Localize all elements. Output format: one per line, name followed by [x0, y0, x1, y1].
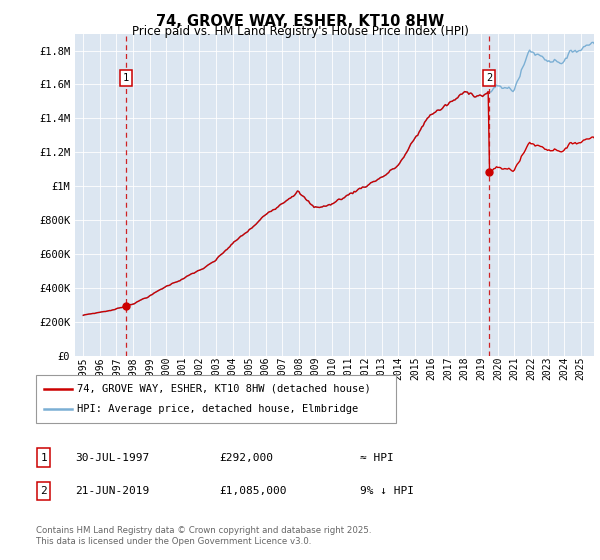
Text: Contains HM Land Registry data © Crown copyright and database right 2025.
This d: Contains HM Land Registry data © Crown c… — [36, 526, 371, 546]
Text: 74, GROVE WAY, ESHER, KT10 8HW (detached house): 74, GROVE WAY, ESHER, KT10 8HW (detached… — [77, 384, 371, 394]
Text: £292,000: £292,000 — [219, 452, 273, 463]
Text: 2: 2 — [486, 73, 492, 83]
Text: 2: 2 — [40, 486, 47, 496]
Text: 30-JUL-1997: 30-JUL-1997 — [75, 452, 149, 463]
Text: £1,085,000: £1,085,000 — [219, 486, 287, 496]
Text: 1: 1 — [123, 73, 129, 83]
Text: HPI: Average price, detached house, Elmbridge: HPI: Average price, detached house, Elmb… — [77, 404, 358, 414]
Text: ≈ HPI: ≈ HPI — [360, 452, 394, 463]
Text: 1: 1 — [40, 452, 47, 463]
Text: 9% ↓ HPI: 9% ↓ HPI — [360, 486, 414, 496]
Text: 74, GROVE WAY, ESHER, KT10 8HW: 74, GROVE WAY, ESHER, KT10 8HW — [156, 14, 444, 29]
Text: 21-JUN-2019: 21-JUN-2019 — [75, 486, 149, 496]
Text: Price paid vs. HM Land Registry's House Price Index (HPI): Price paid vs. HM Land Registry's House … — [131, 25, 469, 38]
